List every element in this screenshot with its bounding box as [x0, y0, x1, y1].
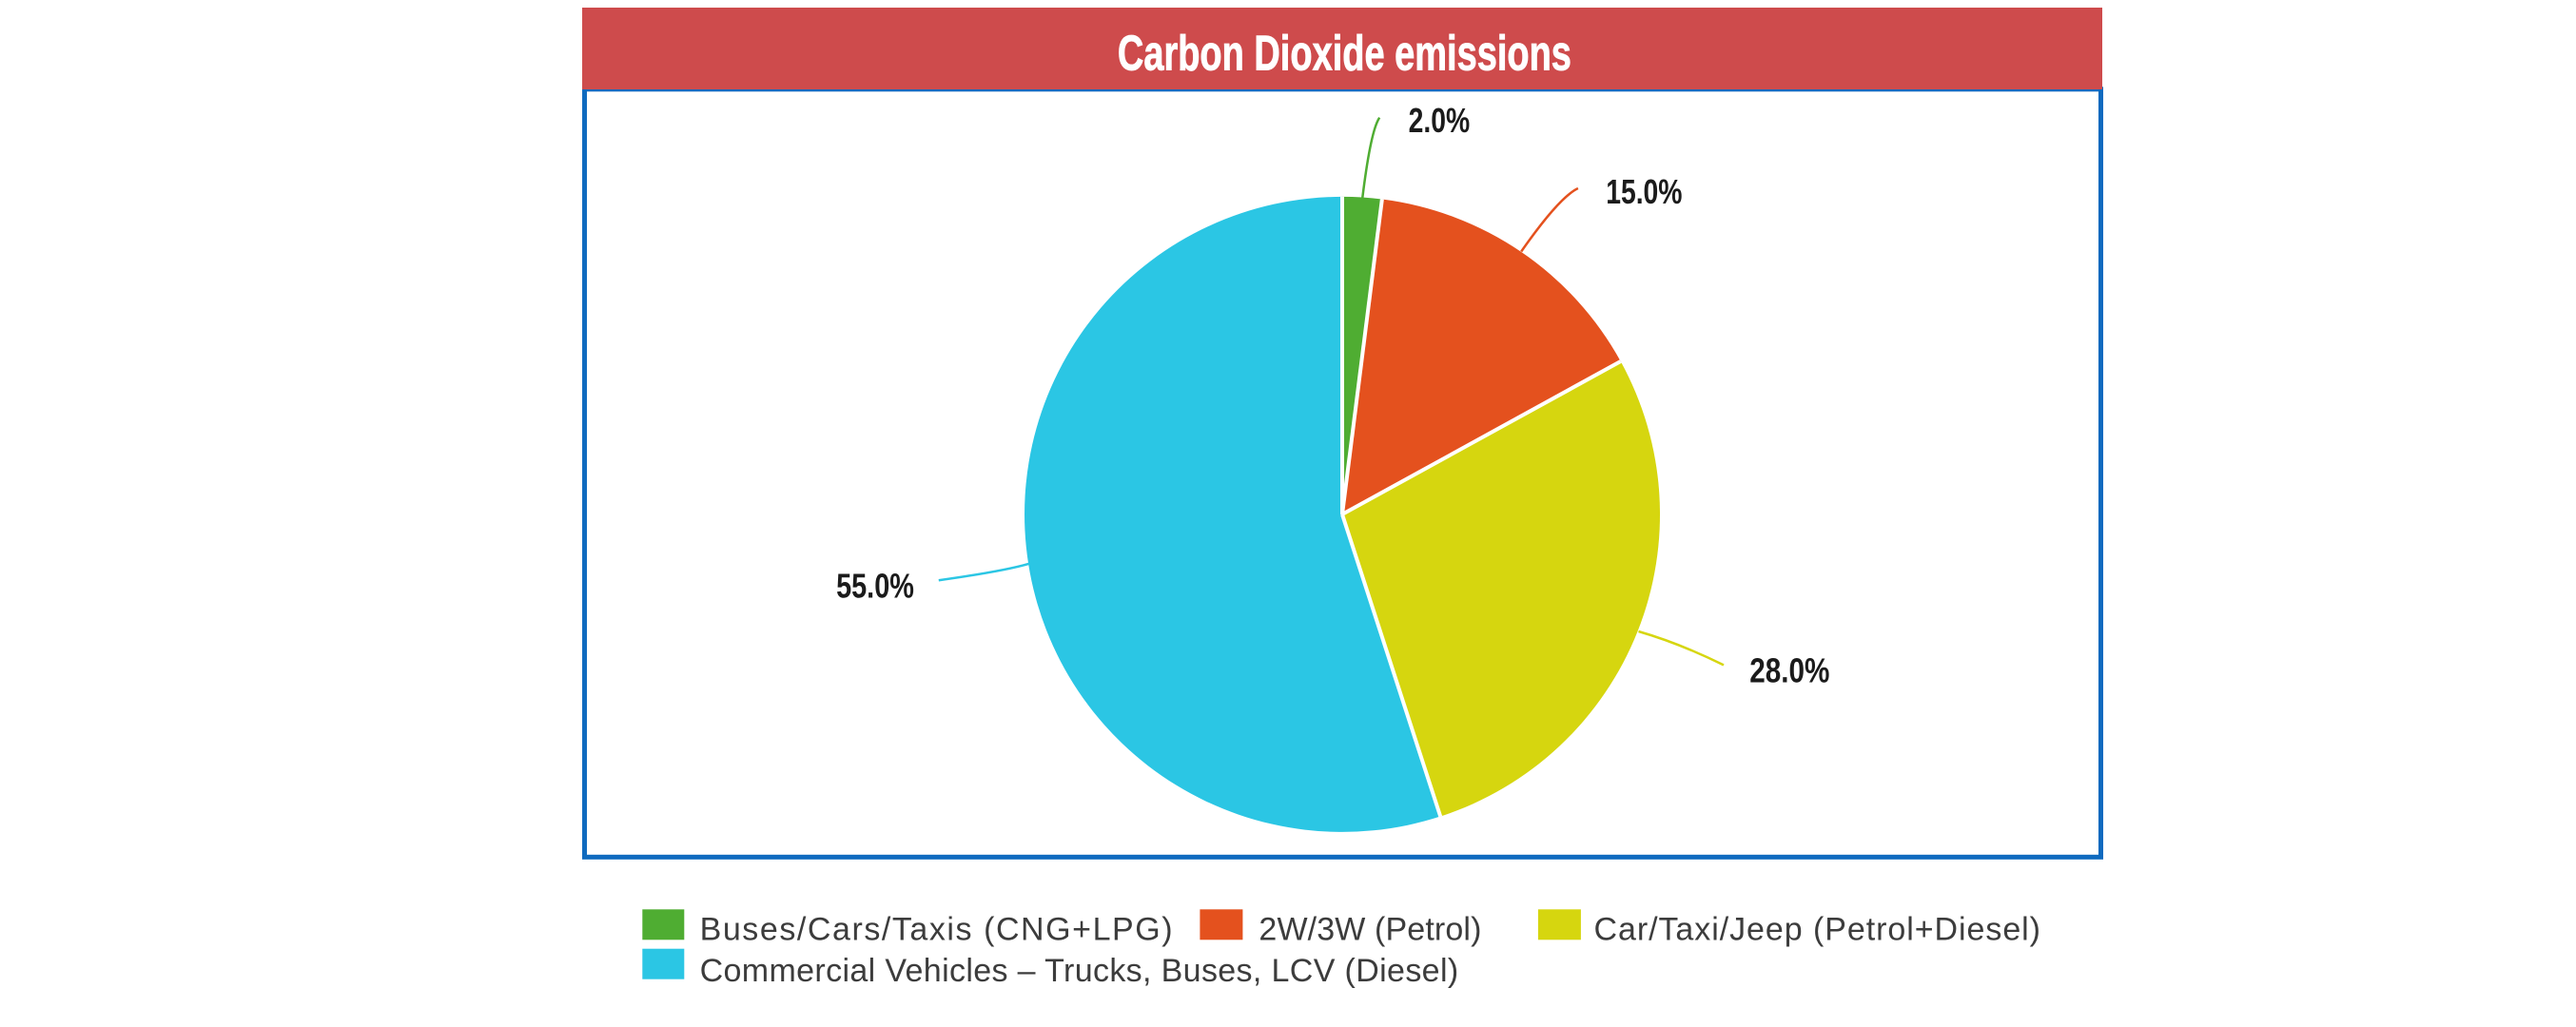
svg-text:2W/3W (Petrol): 2W/3W (Petrol): [1259, 912, 1481, 948]
svg-text:28.0%: 28.0%: [1749, 650, 1829, 689]
svg-text:15.0%: 15.0%: [1606, 172, 1682, 211]
svg-text:Buses/Cars/Taxis (CNG+LPG): Buses/Cars/Taxis (CNG+LPG): [700, 912, 1173, 948]
svg-text:55.0%: 55.0%: [836, 567, 914, 606]
svg-text:Carbon Dioxide emissions: Carbon Dioxide emissions: [1118, 27, 1571, 82]
svg-text:Commercial Vehicles – Trucks,: Commercial Vehicles – Trucks, Buses, LCV…: [700, 953, 1459, 989]
svg-text:Car/Taxi/Jeep (Petrol+Diesel): Car/Taxi/Jeep (Petrol+Diesel): [1594, 912, 2041, 948]
svg-text:2.0%: 2.0%: [1409, 101, 1471, 140]
